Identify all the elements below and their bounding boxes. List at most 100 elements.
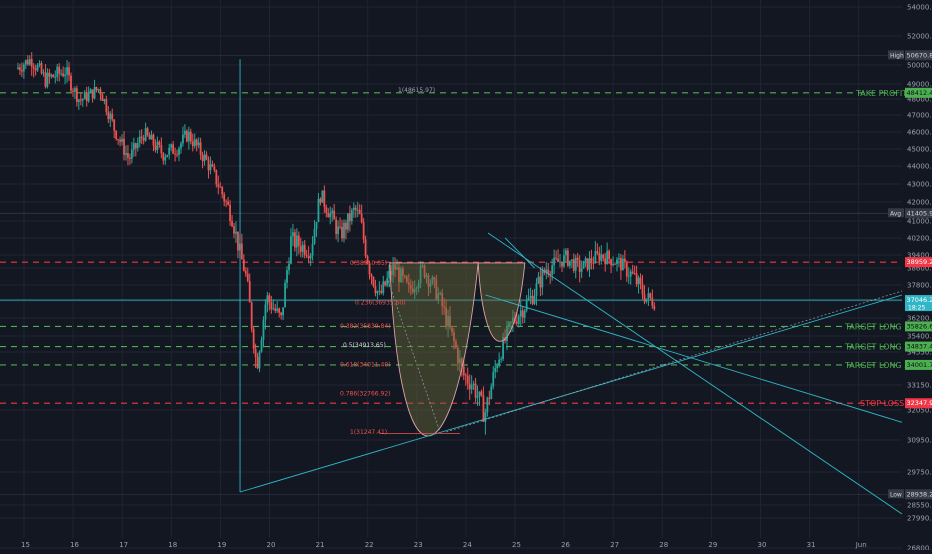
price-tick-label: 26800.00 [907,545,932,551]
candle-body [194,139,196,146]
candle-body [384,281,386,285]
candle-body [569,261,571,266]
candle-body [620,258,622,270]
candle-body [176,154,178,155]
candle-body [587,258,589,269]
candle-body [56,67,58,77]
candle-body [121,139,123,142]
candle-body [331,211,333,214]
candle-body [182,135,184,144]
candle-body [467,376,469,384]
candle-body [653,306,655,309]
time-tick-label: 31 [807,541,816,549]
candle-body [355,208,357,210]
candle-body [133,143,135,150]
time-tick-label: 20 [267,541,276,549]
candle-body [21,70,23,71]
candle-body [68,67,70,75]
candle-body [530,296,532,298]
candle-body [648,293,650,298]
candle-body [186,131,188,141]
candle-body [591,258,593,263]
candle-body [127,153,129,158]
candle-body [575,258,577,271]
fib-level-label: 0.786(32766.92) [340,391,391,398]
time-tick-label: Jun [855,541,867,549]
candle-body [475,384,477,398]
candle-body [553,258,555,266]
candle-body [626,262,628,276]
candle-body [184,131,186,135]
candle-body [155,146,157,150]
candle-body [585,258,587,261]
candle-body [596,251,598,253]
candle-body [221,187,223,194]
candle-body [524,310,526,317]
candle-body [573,259,575,270]
price-tick-label: 54000.00 [907,4,932,12]
candle-body [290,236,292,263]
candle-body [288,264,290,270]
candle-body [82,99,84,100]
candle-body [551,265,553,274]
candle-body [300,246,302,252]
candle-body [208,159,210,170]
candle-body [113,120,115,131]
time-tick-label: 25 [512,541,521,549]
candle-body [571,259,573,260]
candle-body [565,250,567,255]
stop-loss-label: STOP LOSS [860,399,904,408]
candle-body [349,213,351,221]
candle-body [634,273,636,274]
candle-body [25,60,27,64]
price-tick-label: 30950.00 [907,437,932,445]
candle-body [559,262,561,263]
candle-body [337,226,339,234]
candle-body [518,316,520,324]
candle-body [373,277,375,286]
time-tick-label: 24 [463,541,472,549]
candle-body [105,99,107,112]
price-tick-label: 41000.00 [907,218,932,226]
candle-body [129,158,131,159]
candle-body [335,219,337,234]
low-tag-value: 28938.26 [907,490,932,498]
time-tick-label: 21 [316,541,325,549]
price-tick-label: 36200.00 [907,315,932,323]
fib-level-label: 0.5(34913.65) [343,342,386,349]
candle-body [644,294,646,301]
time-tick-label: 26 [561,541,570,549]
candle-body [41,63,43,73]
candle-body [115,131,117,139]
candle-body [54,77,56,78]
candle-body [117,139,119,140]
candle-body [567,250,569,265]
candle-body [365,239,367,256]
candle-body [463,367,465,376]
candle-body [555,258,557,259]
candle-body [557,259,559,262]
candle-body [263,320,265,340]
candle-body [604,258,606,264]
candle-body [286,270,288,283]
candle-body [325,207,327,213]
candle-body [153,135,155,146]
candle-body [306,255,308,256]
candle-body [261,340,263,352]
candle-body [278,309,280,313]
candle-body [210,164,212,170]
candle-body [541,270,543,288]
target-long-1-tag-value: 35826.64 [907,322,932,330]
price-tick-label: 49000.00 [907,81,932,89]
candle-body [109,114,111,119]
candle-body [213,166,215,170]
high-tag-value: 50670.82 [907,51,932,59]
candle-body [103,99,105,101]
avg-name: Avg [890,210,901,217]
candle-body [539,277,541,288]
candle-body [76,88,78,102]
candle-body [492,372,494,387]
candle-body [341,227,343,238]
